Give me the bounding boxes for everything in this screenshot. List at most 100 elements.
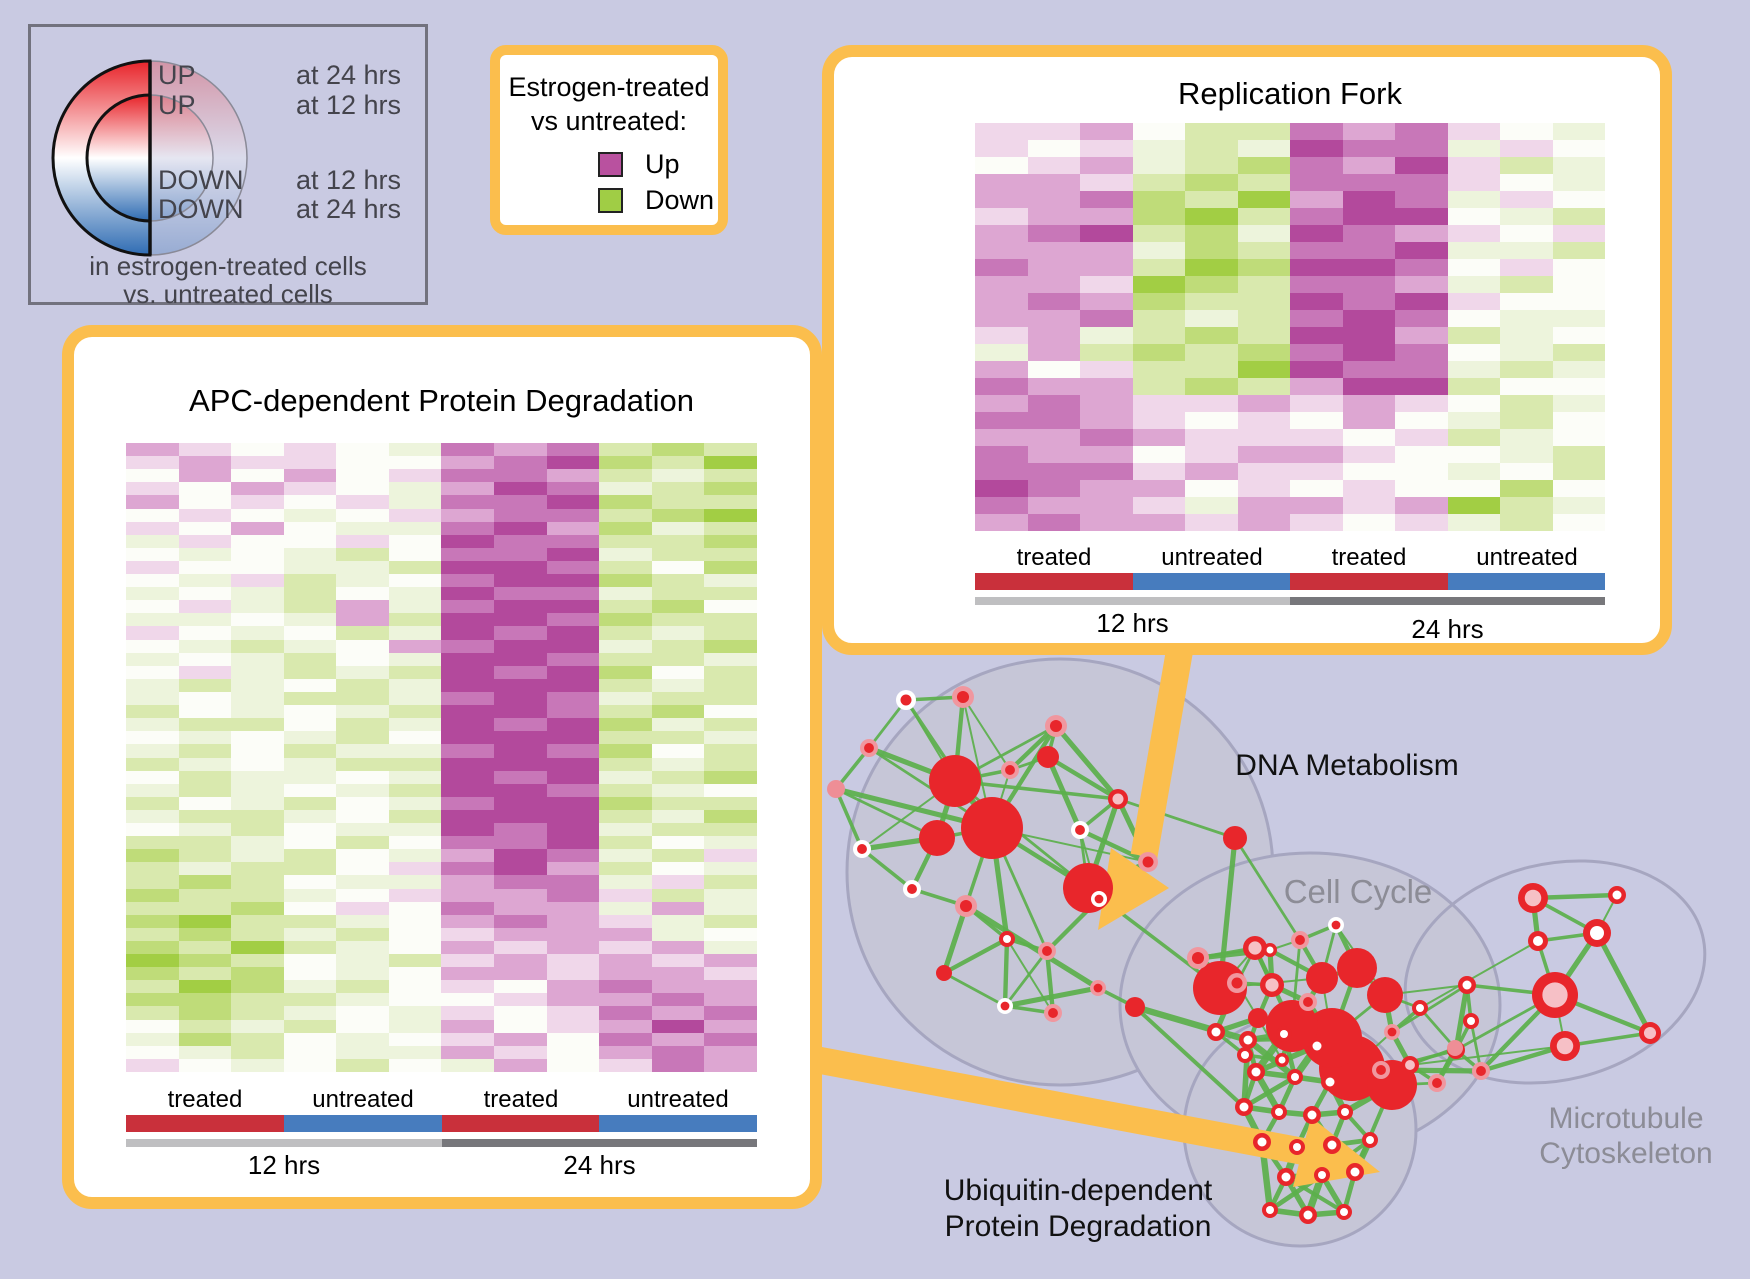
heatmap-cell	[336, 901, 389, 915]
heatmap-cell	[1027, 361, 1080, 378]
heatmap-cell	[441, 796, 495, 810]
rf-group-label-1: treated	[1016, 544, 1092, 571]
heatmap-cell	[1342, 140, 1395, 157]
heatmap-cell	[441, 875, 495, 889]
heatmap-cell	[704, 901, 757, 915]
heatmap-cell	[126, 744, 179, 758]
heatmap-cell	[283, 547, 337, 561]
rf-24hrs-bar	[1290, 597, 1605, 605]
arrow-replication-fork-to-dna-shaft	[1130, 645, 1194, 859]
heatmap-cell	[1185, 140, 1238, 157]
heatmap-cell	[494, 940, 547, 955]
heatmap-cell	[704, 560, 757, 575]
heatmap-cell	[283, 574, 337, 588]
heatmap-cell	[126, 1058, 179, 1072]
heatmap-cell	[1185, 480, 1238, 497]
gene-node-ringW	[1341, 1108, 1349, 1116]
heatmap-cell	[1500, 344, 1553, 361]
network-edge	[953, 779, 1120, 801]
heatmap-cell	[1395, 242, 1448, 259]
heatmap-cell	[546, 914, 600, 928]
gene-node-ringP	[1265, 978, 1279, 992]
heatmap-cell	[441, 508, 495, 522]
gene-node-ringW	[1462, 980, 1472, 990]
heatmap-cell	[178, 744, 232, 758]
gene-node-ringW	[1327, 1140, 1337, 1150]
heatmap-cell	[1552, 293, 1605, 310]
gene-node-ringW	[1325, 1077, 1335, 1087]
heatmap-cell	[231, 914, 284, 928]
network-edge	[1419, 940, 1539, 1009]
heatmap-cell	[704, 652, 757, 666]
apc-treated-bar-12h	[126, 1115, 284, 1132]
rf-group-label-4: untreated	[1476, 544, 1578, 571]
heatmap-cell	[546, 770, 600, 784]
heatmap-cell	[231, 757, 284, 771]
heatmap-cell	[494, 1045, 547, 1059]
heatmap-cell	[1027, 242, 1080, 259]
heatmap-cell	[283, 993, 337, 1007]
heatmap-cell	[1552, 429, 1605, 446]
heatmap-cell	[388, 574, 442, 588]
heatmap-cell	[1080, 225, 1133, 242]
heatmap-cell	[388, 927, 442, 941]
heatmap-cell	[1237, 446, 1290, 463]
heatmap-cell	[1447, 463, 1500, 480]
heatmap-cell	[599, 691, 652, 706]
rf-treated-bar-24h	[1290, 573, 1448, 590]
gene-node-ringW	[1251, 1067, 1261, 1077]
gene-node-ringW	[1340, 1208, 1348, 1216]
heatmap-cell	[599, 901, 652, 915]
heatmap-cell	[651, 678, 705, 692]
heatmap-cell	[651, 469, 705, 483]
heatmap-cell	[1395, 208, 1448, 225]
heatmap-cell	[388, 980, 442, 994]
heatmap-cell	[599, 613, 652, 627]
heatmap-cell	[1132, 514, 1185, 531]
heatmap-cell	[231, 875, 284, 889]
gene-node-ringW	[1278, 1056, 1286, 1064]
heatmap-cell	[231, 547, 284, 561]
heatmap-cell	[651, 980, 705, 994]
gene-node-ringW	[1266, 946, 1274, 954]
heatmap-cell	[1237, 293, 1290, 310]
heatmap-cell	[1237, 378, 1290, 395]
heatmap-cell	[336, 980, 389, 994]
heatmap-cell	[704, 783, 757, 797]
heatmap-cell	[336, 836, 389, 850]
heatmap-cell	[441, 469, 495, 483]
heatmap-cell	[1290, 310, 1343, 327]
heatmap-cell	[126, 443, 179, 457]
heatmap-cell	[1290, 157, 1343, 174]
heatmap-cell	[283, 600, 337, 614]
heatmap-cell	[651, 443, 705, 457]
heatmap-cell	[651, 456, 705, 470]
heatmap-cell	[546, 443, 600, 457]
heatmap-cell	[1290, 378, 1343, 395]
heatmap-cell	[231, 967, 284, 981]
heatmap-cell	[599, 770, 652, 784]
heatmap-cell	[494, 495, 547, 509]
heatmap-cell	[336, 574, 389, 588]
heatmap-cell	[1080, 480, 1133, 497]
heatmap-cell	[336, 691, 389, 706]
heatmap-cell	[651, 757, 705, 771]
heatmap-cell	[126, 967, 179, 981]
heatmap-cell	[704, 705, 757, 719]
heatmap-cell	[441, 1032, 495, 1046]
heatmap-cell	[975, 140, 1028, 157]
heatmap-cell	[1447, 293, 1500, 310]
heatmap-cell	[388, 547, 442, 561]
heatmap-cell	[178, 587, 232, 601]
heatmap-cell	[494, 888, 547, 902]
rf-treated-bar-12h	[975, 573, 1133, 590]
heatmap-cell	[388, 495, 442, 509]
heatmap-cell	[231, 980, 284, 994]
heatmap-cell	[1395, 174, 1448, 191]
heatmap-cell	[441, 770, 495, 784]
heatmap-cell	[546, 1006, 600, 1020]
heatmap-cell	[975, 174, 1028, 191]
estrogen-legend-title-2: vs untreated:	[530, 106, 688, 136]
heatmap-cell	[651, 1032, 705, 1046]
up-12-dir-label: UP	[158, 90, 196, 120]
